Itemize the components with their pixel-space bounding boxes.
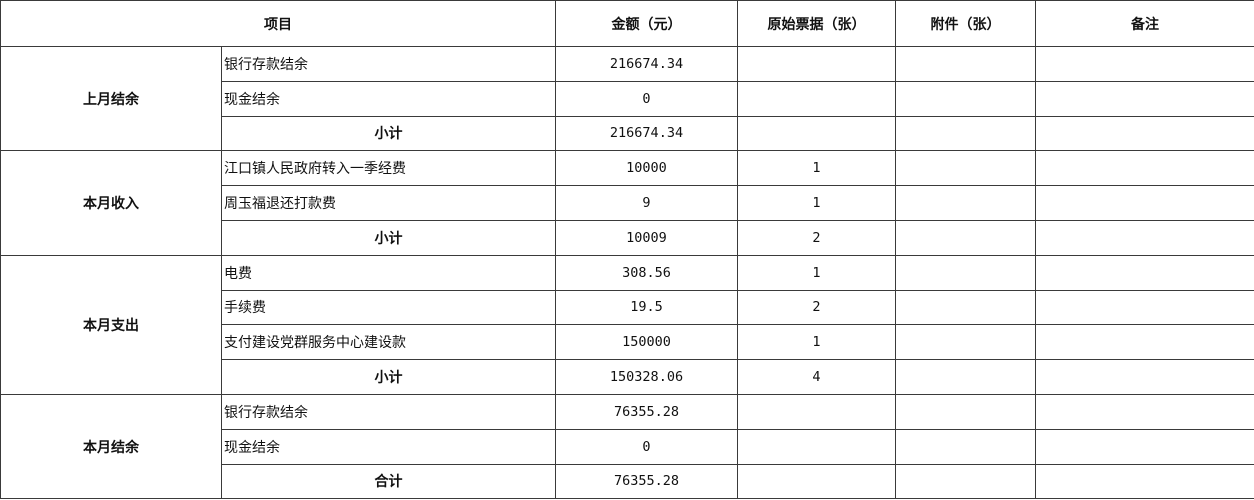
table-row: 手续费 19.5 2 xyxy=(1,289,1254,326)
receipts-cell xyxy=(737,80,896,117)
item-cell: 电费 xyxy=(221,254,556,291)
attachments-cell xyxy=(895,463,1036,500)
attachments-cell xyxy=(895,359,1036,395)
receipts-cell: 1 xyxy=(737,324,896,361)
amount-cell: 76355.28 xyxy=(555,393,738,430)
table-row: 本月收入 江口镇人民政府转入一季经费 10000 1 xyxy=(0,150,1254,256)
item-cell: 合计 xyxy=(221,463,556,500)
amount-cell: 76355.28 xyxy=(555,463,738,500)
receipts-cell: 4 xyxy=(737,359,896,395)
header-amount: 金额（元） xyxy=(555,0,738,47)
receipts-cell: 1 xyxy=(737,185,896,221)
table-row: 本月结余 银行存款结余 76355.28 xyxy=(0,393,1254,500)
item-cell: 现金结余 xyxy=(221,80,556,117)
notes-cell xyxy=(1035,463,1254,500)
receipts-cell: 1 xyxy=(737,150,896,187)
notes-cell xyxy=(1035,254,1254,291)
item-cell: 周玉福退还打款费 xyxy=(221,185,556,221)
attachments-cell xyxy=(895,428,1036,465)
notes-cell xyxy=(1035,324,1254,361)
receipts-cell xyxy=(737,46,896,82)
group-label: 本月收入 xyxy=(0,150,222,256)
table-row: 现金结余 0 xyxy=(1,428,1254,465)
receipts-cell xyxy=(737,428,896,465)
item-cell: 小计 xyxy=(221,115,556,152)
header-item: 项目 xyxy=(0,0,556,47)
amount-cell: 308.56 xyxy=(555,254,738,291)
receipts-cell xyxy=(737,463,896,500)
amount-cell: 216674.34 xyxy=(555,46,738,82)
item-cell: 支付建设党群服务中心建设款 xyxy=(221,324,556,361)
group-label: 上月结余 xyxy=(0,45,222,152)
item-cell: 手续费 xyxy=(221,289,556,326)
attachments-cell xyxy=(895,185,1036,221)
header-row: 项目 金额（元） 原始票据（张） 附件（张） 备注 xyxy=(0,0,1254,47)
header-receipts: 原始票据（张） xyxy=(737,0,896,47)
notes-cell xyxy=(1035,359,1254,395)
attachments-cell xyxy=(895,115,1036,152)
attachments-cell xyxy=(895,254,1036,291)
receipts-cell xyxy=(737,115,896,152)
group-label: 本月结余 xyxy=(0,393,222,500)
amount-cell: 10009 xyxy=(555,219,738,256)
attachments-cell xyxy=(895,46,1036,82)
amount-cell: 150328.06 xyxy=(555,359,738,395)
table-row: 现金结余 0 xyxy=(1,80,1254,117)
attachments-cell xyxy=(895,289,1036,326)
attachments-cell xyxy=(895,393,1036,430)
notes-cell xyxy=(1035,393,1254,430)
table-row: 支付建设党群服务中心建设款 150000 1 xyxy=(1,324,1254,361)
item-cell: 小计 xyxy=(221,359,556,395)
subtotal-row: 小计 150328.06 4 xyxy=(1,359,1254,395)
subtotal-row: 合计 76355.28 xyxy=(1,463,1254,500)
attachments-cell xyxy=(895,80,1036,117)
notes-cell xyxy=(1035,428,1254,465)
subtotal-row: 小计 10009 2 xyxy=(1,219,1254,256)
amount-cell: 0 xyxy=(555,428,738,465)
notes-cell xyxy=(1035,46,1254,82)
attachments-cell xyxy=(895,219,1036,256)
receipts-cell: 1 xyxy=(737,254,896,291)
amount-cell: 10000 xyxy=(555,150,738,187)
notes-cell xyxy=(1035,115,1254,152)
header-notes: 备注 xyxy=(1035,0,1254,47)
notes-cell xyxy=(1035,289,1254,326)
table-row: 本月支出 电费 308.56 1 xyxy=(0,254,1254,395)
attachments-cell xyxy=(895,324,1036,361)
group-label: 本月支出 xyxy=(0,254,222,395)
table-row: 上月结余 银行存款结余 216674.34 xyxy=(0,45,1254,152)
receipts-cell: 2 xyxy=(737,219,896,256)
item-cell: 小计 xyxy=(221,219,556,256)
amount-cell: 150000 xyxy=(555,324,738,361)
notes-cell xyxy=(1035,80,1254,117)
amount-cell: 9 xyxy=(555,185,738,221)
notes-cell xyxy=(1035,219,1254,256)
item-cell: 江口镇人民政府转入一季经费 xyxy=(221,150,556,187)
attachments-cell xyxy=(895,150,1036,187)
header-attachments: 附件（张） xyxy=(895,0,1036,47)
amount-cell: 0 xyxy=(555,80,738,117)
amount-cell: 216674.34 xyxy=(555,115,738,152)
notes-cell xyxy=(1035,185,1254,221)
item-cell: 现金结余 xyxy=(221,428,556,465)
item-cell: 银行存款结余 xyxy=(221,46,556,82)
notes-cell xyxy=(1035,150,1254,187)
amount-cell: 19.5 xyxy=(555,289,738,326)
receipts-cell: 2 xyxy=(737,289,896,326)
receipts-cell xyxy=(737,393,896,430)
item-cell: 银行存款结余 xyxy=(221,393,556,430)
